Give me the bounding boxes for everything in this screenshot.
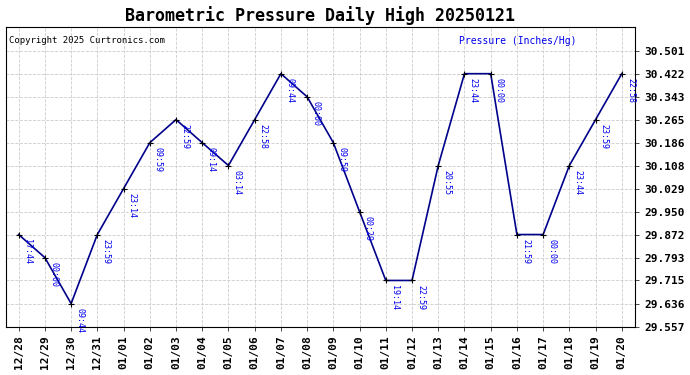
Text: 09:44: 09:44: [285, 78, 294, 103]
Text: 03:14: 03:14: [233, 170, 241, 195]
Text: 23:14: 23:14: [128, 193, 137, 218]
Text: 09:14: 09:14: [206, 147, 215, 172]
Text: 22:59: 22:59: [416, 285, 425, 310]
Text: 17:44: 17:44: [23, 239, 32, 264]
Title: Barometric Pressure Daily High 20250121: Barometric Pressure Daily High 20250121: [126, 6, 515, 24]
Text: 22:58: 22:58: [626, 78, 635, 103]
Text: 22:58: 22:58: [259, 124, 268, 149]
Text: 00:00: 00:00: [495, 78, 504, 103]
Text: 00:00: 00:00: [311, 101, 320, 126]
Text: 00:00: 00:00: [49, 262, 58, 287]
Text: 19:14: 19:14: [390, 285, 399, 310]
Text: 00:00: 00:00: [547, 239, 556, 264]
Text: 09:59: 09:59: [154, 147, 163, 172]
Text: 23:44: 23:44: [573, 170, 582, 195]
Text: 09:59: 09:59: [337, 147, 346, 172]
Text: 23:59: 23:59: [600, 124, 609, 149]
Text: 20:55: 20:55: [442, 170, 451, 195]
Text: 21:59: 21:59: [521, 239, 530, 264]
Text: 23:44: 23:44: [469, 78, 477, 103]
Text: 00:29: 00:29: [364, 216, 373, 241]
Text: 22:59: 22:59: [180, 124, 189, 149]
Text: Copyright 2025 Curtronics.com: Copyright 2025 Curtronics.com: [9, 36, 165, 45]
Text: Pressure (Inches/Hg): Pressure (Inches/Hg): [459, 36, 576, 46]
Text: 23:59: 23:59: [101, 239, 110, 264]
Text: 09:44: 09:44: [75, 308, 84, 333]
